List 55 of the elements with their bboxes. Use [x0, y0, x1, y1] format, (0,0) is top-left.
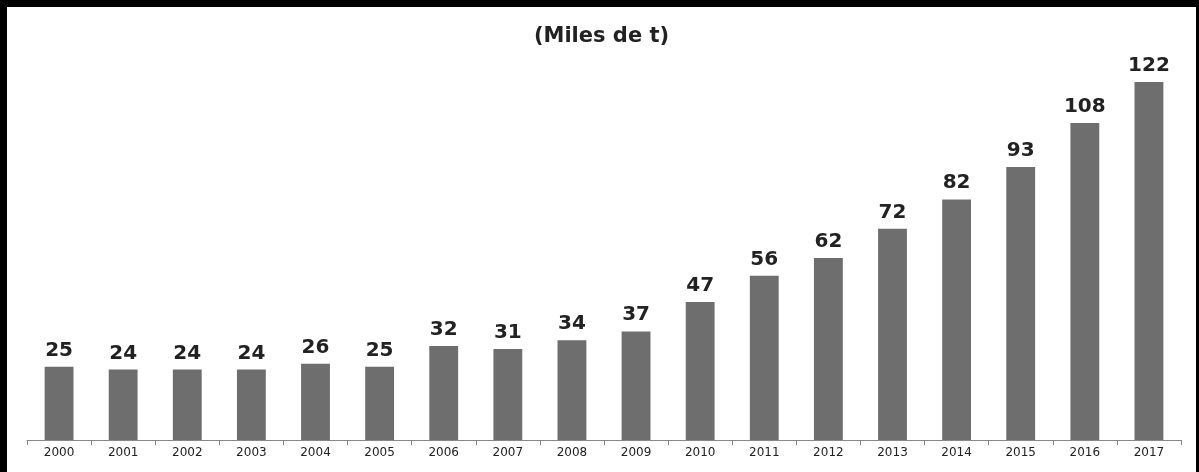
x-tick-label: 2014 — [941, 445, 972, 459]
bar — [1070, 123, 1100, 440]
bar — [557, 340, 587, 440]
data-label: 108 — [1063, 93, 1106, 118]
x-tick-label: 2012 — [813, 445, 844, 459]
data-label: 47 — [686, 272, 715, 297]
bar — [1134, 82, 1164, 440]
bar — [429, 346, 459, 440]
x-tick-label: 2017 — [1133, 445, 1165, 459]
bar — [813, 258, 843, 440]
x-tick-label: 2004 — [300, 445, 331, 459]
bar — [621, 331, 651, 440]
data-label: 32 — [429, 316, 458, 341]
data-label: 93 — [1006, 137, 1035, 162]
x-tick-label: 2006 — [428, 445, 459, 459]
x-tick-label: 2015 — [1005, 445, 1036, 459]
data-label: 82 — [942, 169, 971, 194]
x-tick-label: 2011 — [749, 445, 780, 459]
data-label: 122 — [1128, 52, 1170, 76]
x-tick-label: 2001 — [107, 445, 139, 459]
data-label: 25 — [365, 336, 394, 361]
bar — [301, 363, 330, 440]
data-label: 25 — [45, 336, 73, 361]
bar — [749, 275, 779, 440]
data-label: 24 — [173, 339, 202, 364]
x-tick-label: 2008 — [556, 445, 588, 459]
x-tick-label: 2005 — [364, 445, 395, 459]
data-label: 24 — [109, 339, 138, 364]
x-tick-label: 2013 — [877, 445, 908, 459]
bar — [685, 302, 715, 440]
bar — [942, 199, 972, 440]
bar — [44, 366, 74, 440]
bar — [493, 349, 523, 440]
data-label: 62 — [814, 228, 843, 253]
x-tick-label: 2002 — [172, 445, 203, 459]
bar — [108, 369, 138, 440]
chart-title: (Miles de t) — [533, 22, 670, 47]
data-label: 72 — [878, 198, 907, 223]
x-tick-label: 2007 — [492, 445, 524, 459]
data-label: 24 — [237, 339, 266, 364]
bar — [236, 369, 266, 440]
bar — [878, 228, 907, 440]
bar — [365, 366, 395, 440]
data-label: 37 — [622, 301, 650, 326]
bar — [1006, 167, 1036, 440]
bar — [172, 369, 202, 440]
data-label: 31 — [493, 319, 522, 344]
x-tick-label: 2003 — [236, 445, 267, 459]
x-tick-label: 2010 — [684, 445, 716, 459]
x-tick-label: 2016 — [1069, 445, 1101, 459]
data-label: 26 — [301, 333, 330, 358]
x-tick-label: 2000 — [43, 445, 75, 459]
x-tick-label: 2009 — [620, 445, 652, 459]
data-label: 56 — [750, 245, 779, 270]
data-label: 34 — [558, 310, 586, 335]
